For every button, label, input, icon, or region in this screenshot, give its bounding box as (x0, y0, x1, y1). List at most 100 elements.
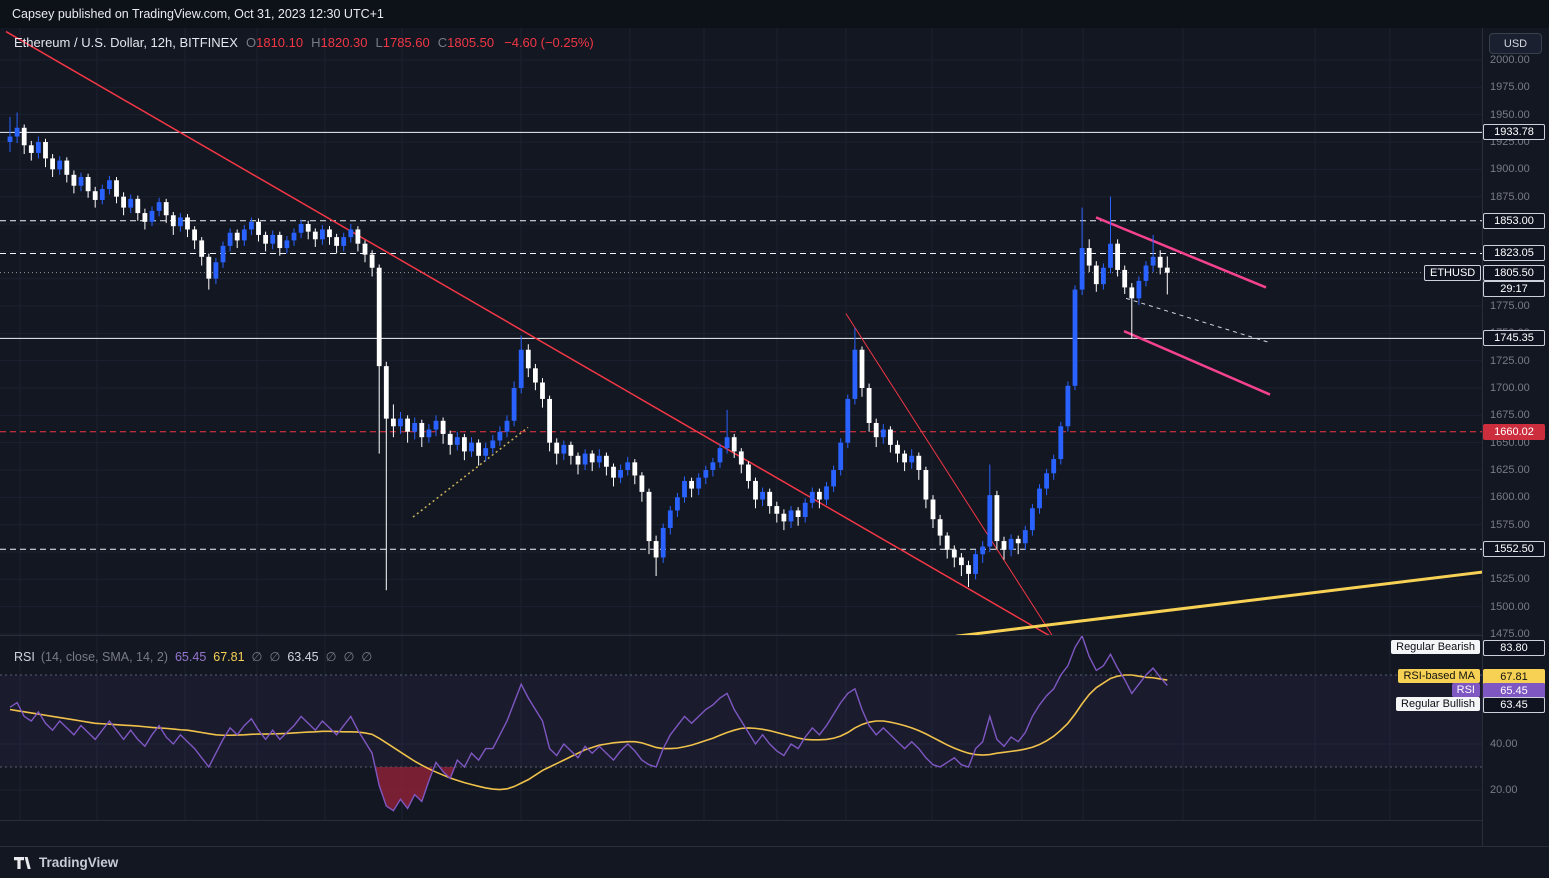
candle-body (312, 231, 318, 240)
rsi-tag-rsi: RSI (1451, 683, 1480, 697)
candle-body (873, 422, 879, 438)
candle-body (625, 462, 631, 470)
currency-unit-button[interactable]: USD (1489, 33, 1542, 54)
price-tick-label: 1675.00 (1490, 409, 1530, 422)
candle-body (596, 455, 602, 463)
steep-downtrend-line (845, 313, 1053, 635)
candle-body (774, 506, 780, 514)
candle-body (1030, 508, 1035, 531)
candle-body (469, 442, 474, 452)
close-value: 1805.50 (447, 35, 495, 50)
price-tick-label: 1625.00 (1490, 464, 1530, 476)
rsi-indicator-values: 65.45 67.81 ∅ ∅ 63.45 ∅ ∅ ∅ (168, 649, 372, 664)
candle-body (1051, 459, 1057, 474)
price-tick-label: 2000.00 (1490, 54, 1530, 66)
candle-body (525, 349, 531, 369)
rsi-tag-regular-bullish: Regular Bullish (1396, 697, 1480, 711)
candle-body (753, 480, 758, 500)
candle-body (618, 470, 623, 478)
candle-body (696, 477, 702, 489)
candle-body (185, 217, 190, 230)
rsi-tick-label: 40.00 (1490, 738, 1518, 750)
candle-body (305, 224, 311, 232)
candle-body (341, 237, 347, 246)
candle-body (263, 234, 268, 244)
pink-channel-lower (1123, 330, 1271, 396)
candle-body (923, 470, 929, 500)
candle-body (36, 142, 41, 153)
candle-body (980, 546, 986, 555)
candle-body (667, 510, 673, 528)
candle-body (21, 127, 27, 146)
candle-body (880, 429, 886, 438)
candle-body (284, 240, 290, 249)
candle-body (611, 466, 616, 478)
rsi-value-label: 63.45 (1483, 697, 1545, 713)
candle-body (234, 232, 240, 241)
candle-body (1001, 541, 1007, 550)
low-value: 1785.60 (382, 35, 430, 50)
footer-bar: TradingView (0, 846, 1549, 878)
tradingview-logo-icon[interactable] (13, 855, 32, 871)
candle-body (298, 224, 304, 233)
rsi-tag-rsi-based-ma: RSI-based MA (1398, 669, 1480, 683)
gridlines (0, 28, 1482, 820)
candle-body (383, 366, 389, 419)
candle-body (831, 470, 836, 487)
candle-body (866, 388, 872, 423)
bar-countdown-label: 29:17 (1483, 280, 1545, 297)
candle-body (795, 510, 801, 518)
candle-body (121, 196, 126, 208)
candle-body (320, 229, 325, 240)
candle-body (646, 491, 652, 542)
candle-body (845, 398, 851, 443)
price-tick-label: 1725.00 (1490, 354, 1530, 367)
candle-body (632, 462, 638, 476)
price-tick-label: 1900.00 (1490, 163, 1530, 176)
candle-body (1136, 280, 1142, 299)
candle-body (412, 422, 418, 432)
candle-body (973, 554, 978, 574)
candle-body (689, 480, 694, 489)
candle-body (660, 527, 666, 558)
candle-body (731, 437, 737, 452)
candle-body (291, 232, 297, 241)
pane-separator[interactable] (0, 635, 1549, 636)
time-scale-axis[interactable]: 1724Aug14:001421Sep111814:00Oct91623Nov1… (0, 820, 1482, 846)
candle-body (128, 198, 134, 208)
rsi-legend-value: ∅ (325, 650, 337, 664)
price-level-label: 1853.00 (1483, 212, 1545, 229)
candle-body (149, 210, 155, 222)
candle-body (568, 444, 574, 456)
symbol-title[interactable]: Ethereum / U.S. Dollar, 12h, BITFINEX (14, 35, 238, 50)
candle-body (547, 398, 552, 443)
symbol-price-tag: ETHUSD (1424, 264, 1482, 281)
price-tick-label: 1950.00 (1490, 108, 1530, 121)
rsi-oversold-fill (375, 767, 433, 811)
candle-body (582, 453, 588, 465)
candle-body (1129, 287, 1135, 299)
rsi-oversold-fill (439, 767, 455, 779)
price-tick-label: 1775.00 (1490, 300, 1530, 312)
attribution-bar: Capsey published on TradingView.com, Oct… (0, 0, 1549, 28)
candle-body (888, 429, 893, 445)
candle-body (170, 215, 176, 227)
candle-body (490, 440, 496, 449)
candle-body (951, 549, 957, 558)
candle-body (476, 442, 481, 456)
candle-body (199, 240, 205, 257)
candle-body (738, 451, 744, 465)
tradingview-logo-text[interactable]: TradingView (39, 855, 119, 870)
candle-body (334, 237, 339, 246)
candle-body (43, 142, 48, 159)
candle-body (1122, 269, 1128, 288)
open-label: O (245, 35, 257, 50)
candle-body (163, 202, 169, 216)
price-tick-label: 1600.00 (1490, 491, 1530, 504)
rsi-indicator-name[interactable]: RSI (14, 650, 35, 664)
candle-body (575, 455, 581, 465)
candle-body (1086, 248, 1092, 266)
high-label: H (311, 35, 321, 50)
candle-body (937, 519, 943, 536)
